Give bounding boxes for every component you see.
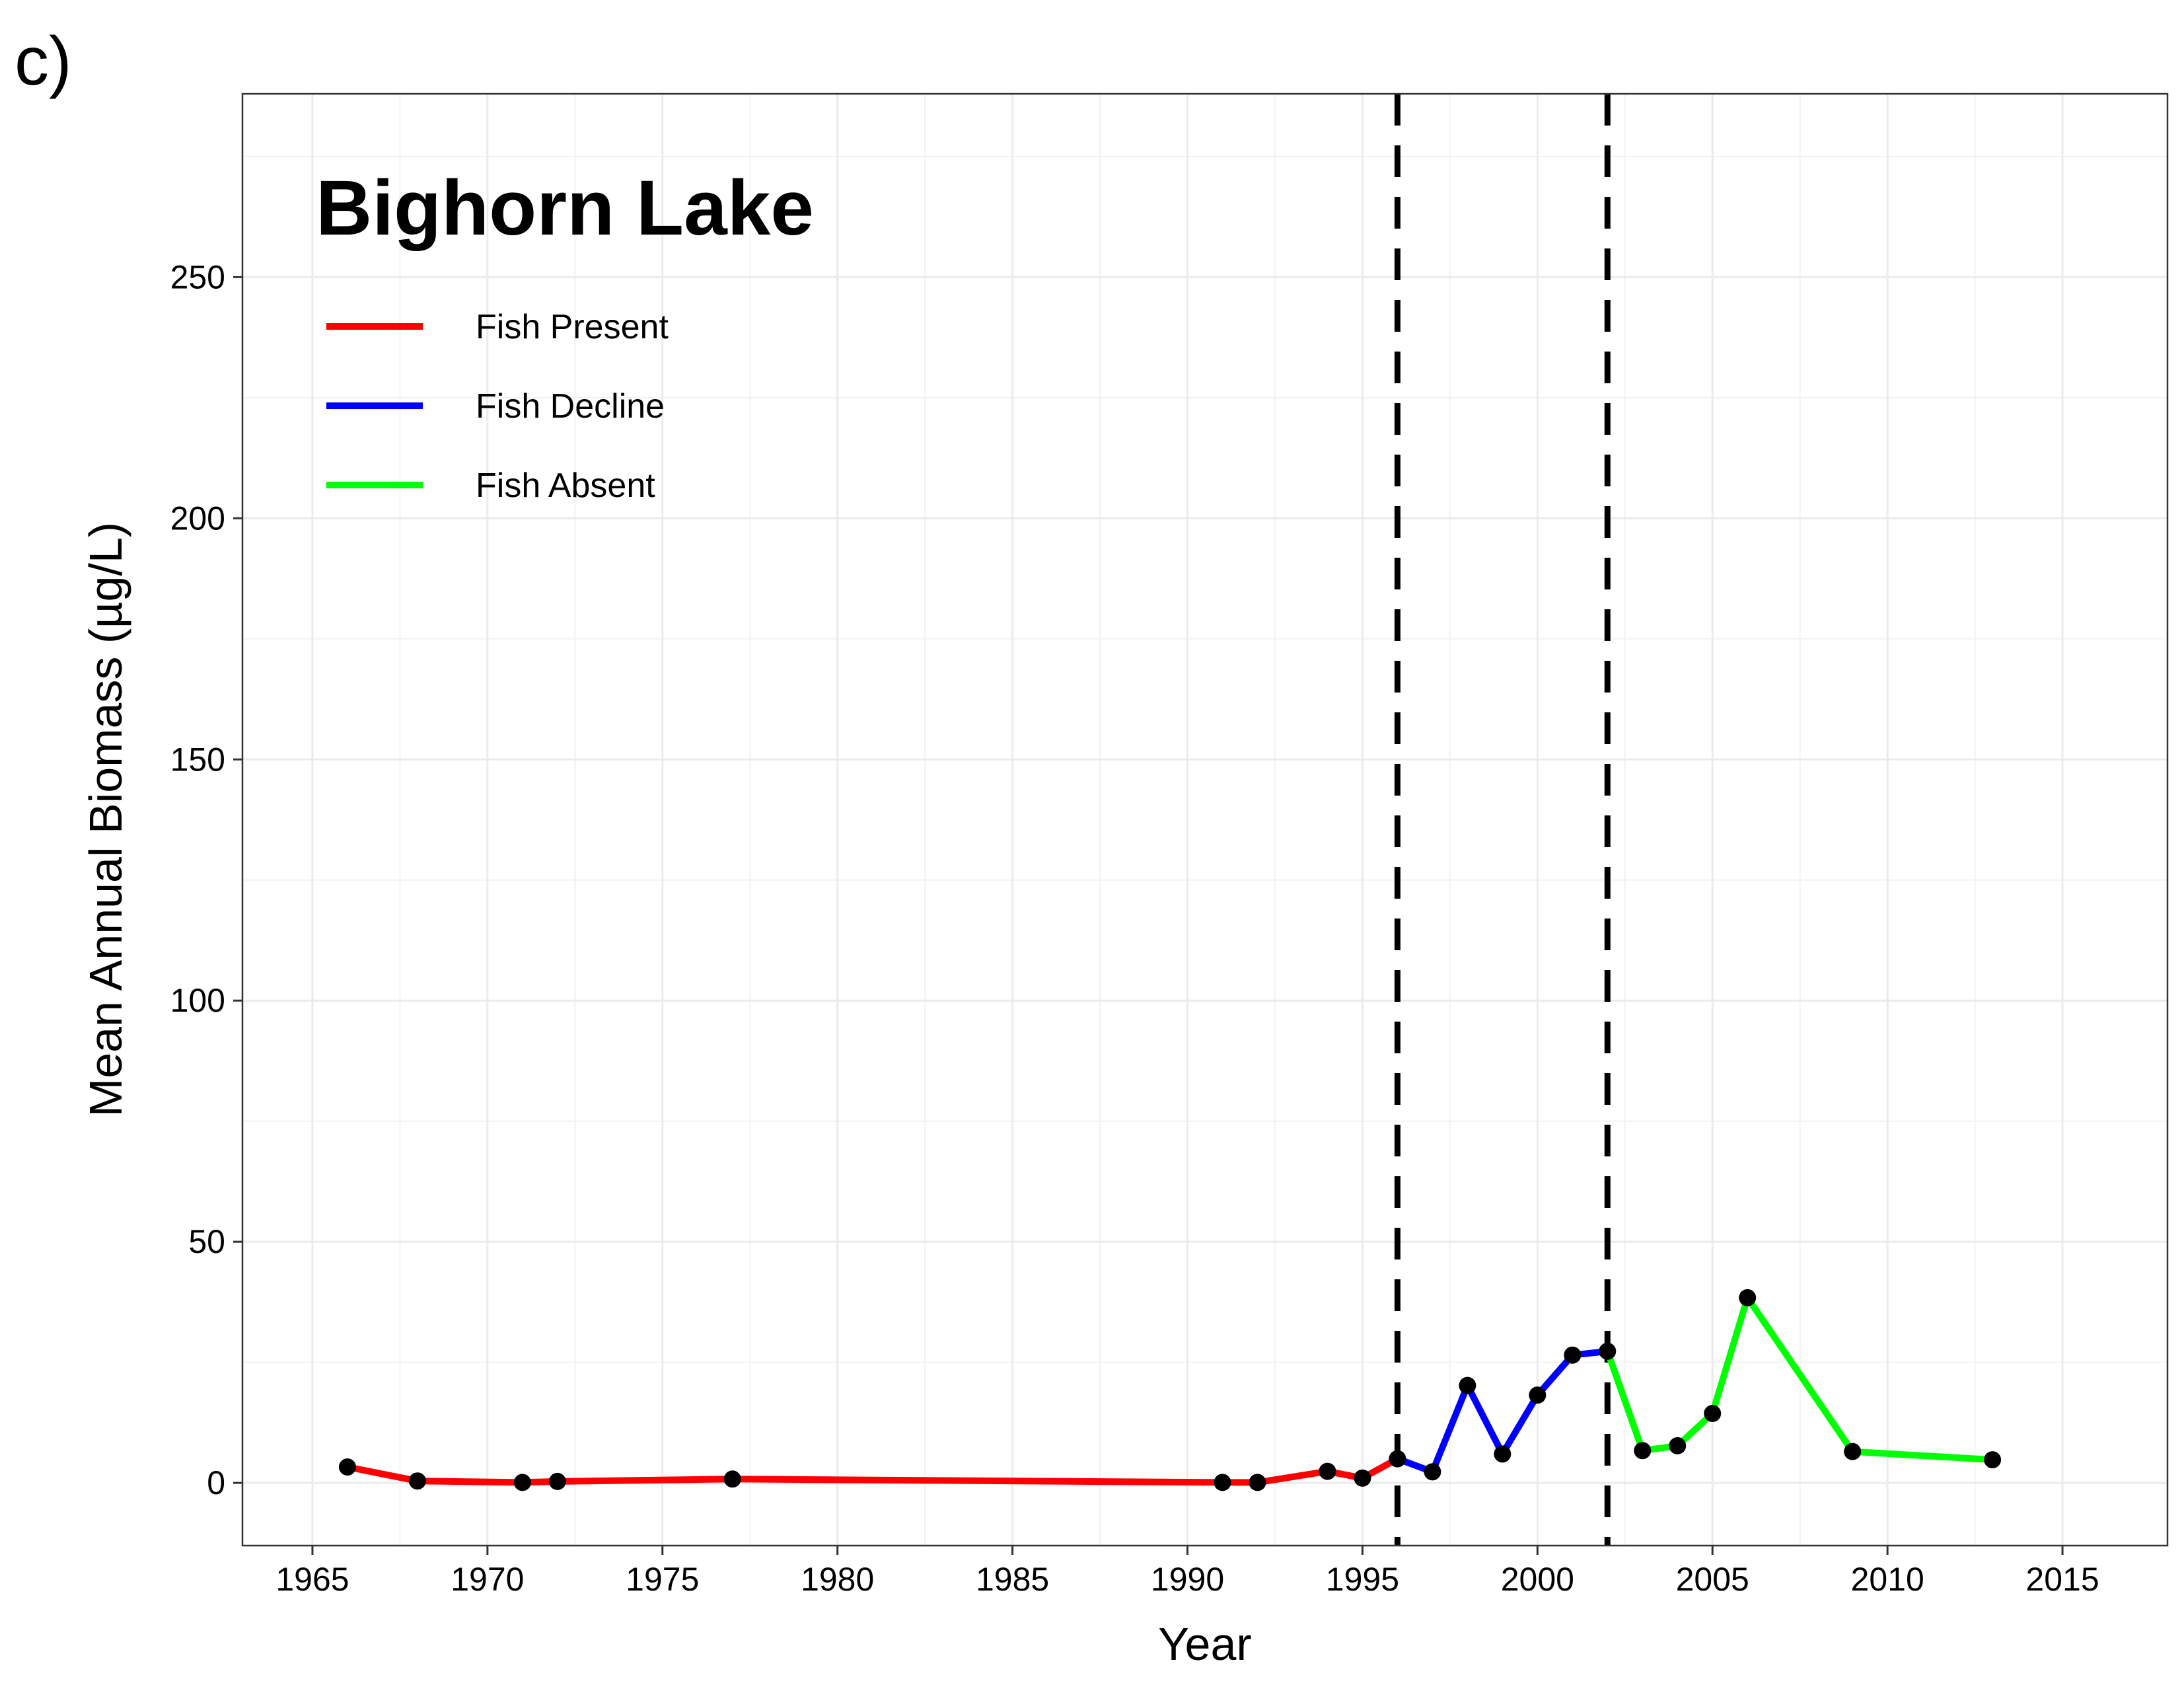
grid-minor — [242, 94, 2167, 1546]
x-axis-ticks: 1965 1970 1975 1980 1985 1990 1995 2000 2005 2010… — [275, 1546, 2099, 1598]
data-point — [1564, 1346, 1582, 1364]
plot-title: Bighorn Lake — [316, 165, 814, 252]
y-tick-label: 200 — [170, 500, 225, 537]
x-axis-title: Year — [1158, 1618, 1251, 1670]
data-point — [1984, 1451, 2002, 1469]
legend-label: Fish Absent — [476, 467, 655, 505]
data-point — [513, 1474, 531, 1491]
data-point — [1494, 1445, 1511, 1463]
x-tick-label: 1985 — [976, 1561, 1049, 1598]
data-point — [1249, 1474, 1266, 1491]
data-point — [1354, 1469, 1371, 1487]
legend: Fish Present Fish Decline Fish Absent — [326, 308, 669, 505]
data-point — [1389, 1450, 1406, 1468]
x-tick-label: 2010 — [1851, 1561, 1924, 1598]
x-tick-label: 1970 — [451, 1561, 524, 1598]
x-tick-label: 1990 — [1151, 1561, 1224, 1598]
x-tick-label: 2015 — [2025, 1561, 2099, 1598]
legend-label: Fish Present — [476, 308, 669, 346]
data-point — [1844, 1443, 1862, 1460]
x-tick-label: 1980 — [801, 1561, 874, 1598]
data-point — [1319, 1462, 1336, 1480]
data-point — [1634, 1442, 1652, 1460]
data-point — [1459, 1376, 1476, 1394]
plot-area — [242, 94, 2167, 1546]
data-point — [1424, 1463, 1441, 1481]
legend-label: Fish Decline — [476, 387, 665, 426]
data-point — [1669, 1437, 1687, 1454]
series-line — [346, 1456, 1399, 1486]
y-tick-label: 100 — [170, 982, 225, 1019]
reference-lines — [1394, 94, 1611, 1546]
y-axis-ticks: 0 50 100 150 200 250 — [170, 258, 242, 1501]
data-point — [1739, 1289, 1757, 1306]
x-tick-label: 1975 — [626, 1561, 699, 1598]
y-axis-title: Mean Annual Biomass (µg/L) — [80, 522, 131, 1117]
data-point — [1599, 1342, 1617, 1360]
y-tick-label: 150 — [170, 741, 225, 778]
y-tick-label: 0 — [207, 1464, 225, 1501]
data-point — [723, 1470, 741, 1488]
y-tick-label: 50 — [188, 1223, 225, 1260]
data-point — [548, 1472, 566, 1490]
plot-border — [241, 93, 2169, 1547]
panel-tag: c) — [15, 23, 72, 100]
x-tick-label: 2005 — [1676, 1561, 1749, 1598]
data-point — [1529, 1386, 1547, 1404]
x-tick-label: 1995 — [1326, 1561, 1399, 1598]
data-point — [1214, 1474, 1231, 1491]
data-point — [408, 1472, 426, 1490]
y-tick-label: 250 — [170, 258, 225, 295]
data-point — [1704, 1405, 1722, 1423]
x-tick-label: 2000 — [1501, 1561, 1574, 1598]
data-point — [338, 1458, 356, 1476]
series-points — [338, 1289, 2002, 1491]
x-tick-label: 1965 — [275, 1561, 349, 1598]
